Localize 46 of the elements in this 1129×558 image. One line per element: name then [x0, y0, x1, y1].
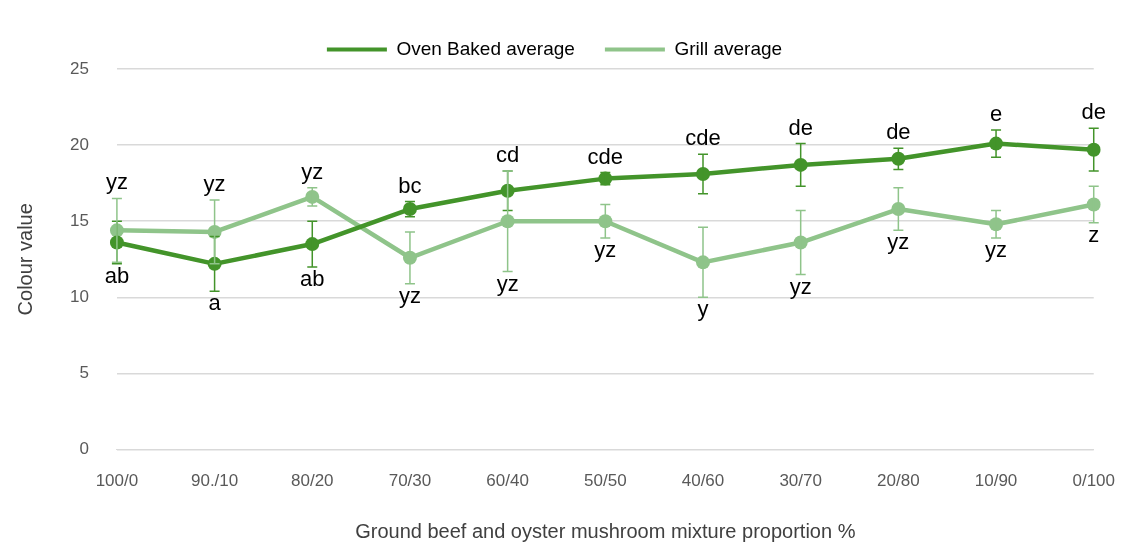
legend-label: Oven Baked average — [396, 37, 575, 59]
x-tick-label: 40/60 — [681, 471, 725, 491]
annotation: yz — [496, 270, 519, 296]
annotation: de — [1081, 99, 1106, 125]
x-tick-label: 60/40 — [486, 471, 529, 491]
x-tick-label: 80/20 — [291, 471, 334, 491]
x-tick-label: 90./10 — [190, 471, 239, 491]
legend-label: Grill average — [674, 37, 783, 59]
point — [891, 202, 906, 217]
annotation: yz — [594, 237, 617, 263]
y-axis-title: Colour value — [13, 203, 36, 316]
y-tick-label: 5 — [79, 363, 89, 383]
annotation: bc — [398, 172, 422, 198]
annotation: cd — [496, 142, 520, 168]
x-tick-label: 100/0 — [95, 471, 139, 491]
x-tick-label: 0/100 — [1072, 471, 1115, 491]
point — [305, 237, 320, 252]
point — [793, 157, 808, 172]
y-tick-label: 0 — [79, 439, 89, 459]
annotation: z — [1088, 221, 1100, 247]
y-tick-label: 10 — [69, 287, 89, 307]
annotation: cde — [587, 143, 624, 169]
x-tick-label: 30/70 — [779, 471, 822, 491]
x-tick-label: 20/80 — [877, 471, 920, 491]
annotation: yz — [398, 282, 421, 308]
annotation: ab — [104, 262, 130, 288]
annotation: yz — [985, 237, 1008, 263]
annotation: de — [788, 114, 813, 140]
y-tick-label: 20 — [69, 134, 89, 154]
annotation: yz — [887, 229, 910, 255]
annotation: yz — [105, 169, 128, 195]
annotation: yz — [301, 158, 324, 184]
x-tick-label: 70/30 — [388, 471, 432, 491]
x-tick-label: 50/50 — [584, 471, 627, 491]
annotation: e — [989, 100, 1003, 126]
x-tick-label: 10/90 — [974, 471, 1018, 491]
y-tick-label: 25 — [69, 58, 89, 78]
annotation: ab — [300, 265, 325, 291]
y-tick-label: 15 — [69, 210, 89, 230]
annotation: a — [208, 290, 222, 316]
annotation: yz — [203, 170, 226, 196]
annotation: de — [886, 119, 911, 145]
annotation: yz — [789, 273, 812, 299]
annotation: y — [697, 296, 709, 322]
annotation: cde — [685, 125, 721, 151]
x-axis-title: Ground beef and oyster mushroom mixture proportion % — [355, 519, 856, 542]
